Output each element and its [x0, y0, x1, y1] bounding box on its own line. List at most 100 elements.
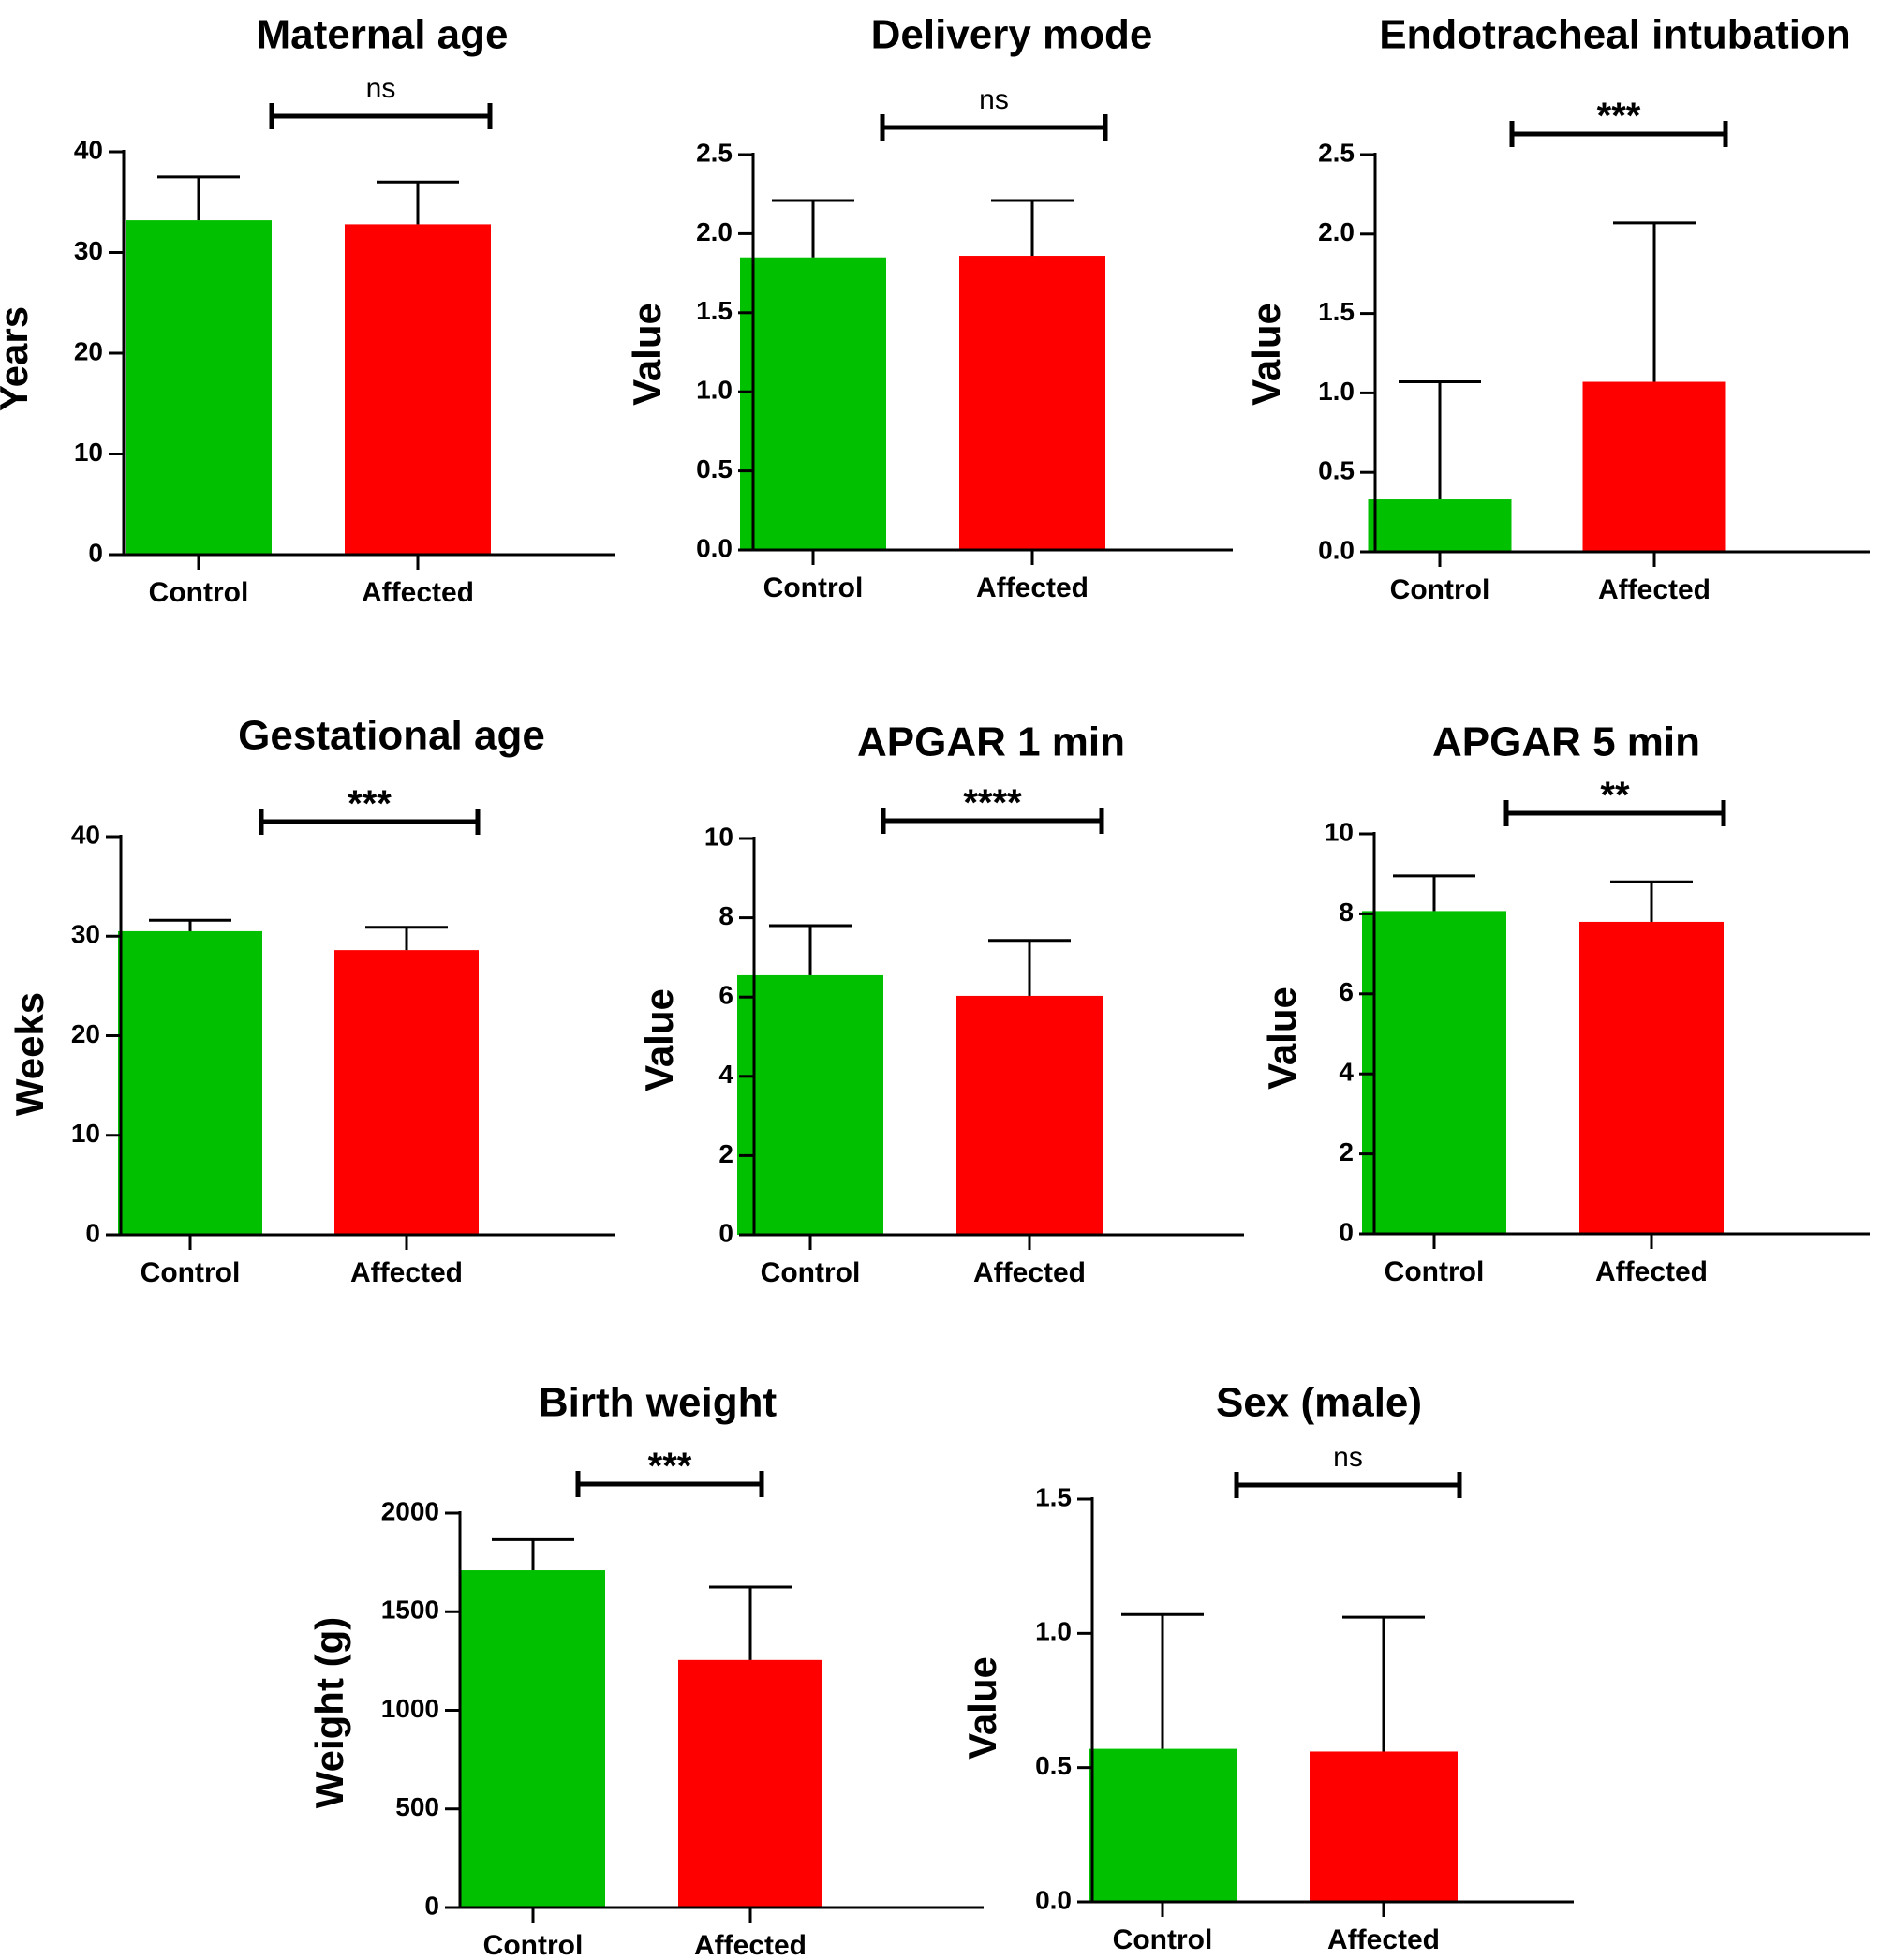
chart-panel-6: APGAR 5 min Value 0 2 4 6 8 10 Control Affected **	[1260, 720, 1870, 1287]
bar-control	[737, 974, 883, 1235]
x-tick-label-control: Control	[149, 577, 249, 608]
x-tick-label-control: Control	[483, 1930, 584, 1960]
y-tick-label: 0.0	[696, 533, 733, 562]
bar-affected	[959, 256, 1105, 550]
significance-label: ***	[648, 1446, 692, 1487]
y-tick-label: 0.0	[1318, 535, 1355, 564]
y-tick-label: 2.0	[1318, 217, 1355, 246]
bar-affected	[334, 950, 479, 1235]
y-axis-label: Value	[960, 1656, 1004, 1760]
bar-affected	[956, 995, 1103, 1235]
significance-label: **	[1600, 775, 1630, 816]
y-tick-label: 30	[71, 920, 100, 949]
bar-control	[1362, 911, 1506, 1234]
y-tick-label: 2.0	[696, 217, 733, 246]
y-tick-label: 0.0	[1035, 1885, 1072, 1914]
x-tick-label-affected: Affected	[976, 572, 1089, 603]
y-axis-label: Years	[0, 306, 36, 411]
x-tick-label-affected: Affected	[350, 1257, 463, 1288]
chart-title: Birth weight	[539, 1380, 778, 1426]
bar-affected	[1582, 381, 1726, 552]
y-tick-label: 0.5	[696, 454, 733, 483]
significance-label: ns	[366, 73, 396, 104]
chart-panel-8: Sex (male) Value 0.0 0.5 1.0 1.5 Control Affect…	[960, 1380, 1574, 1955]
y-tick-label: 0	[1339, 1217, 1354, 1246]
y-tick-label: 30	[74, 236, 103, 265]
chart-panel-7: Birth weight Weight (g) 0 500 1000 1500 2000 Co…	[307, 1380, 984, 1960]
bar-affected	[1579, 921, 1724, 1234]
y-tick-label: 2.5	[1318, 138, 1355, 167]
x-tick-label-control: Control	[1390, 574, 1490, 605]
chart-title: Gestational age	[238, 713, 545, 759]
y-axis-label: Value	[637, 988, 681, 1091]
y-tick-label: 6	[718, 981, 733, 1010]
y-tick-label: 20	[71, 1019, 100, 1048]
x-tick-label-control: Control	[1113, 1924, 1213, 1955]
chart-panel-4: Gestational age Weeks 0 10 20 30 40 Control Affe…	[7, 713, 615, 1288]
y-tick-label: 1000	[381, 1694, 439, 1723]
y-tick-label: 2	[1339, 1137, 1354, 1166]
y-tick-label: 0	[85, 1218, 100, 1247]
bar-control	[461, 1570, 605, 1908]
y-tick-label: 4	[1339, 1058, 1354, 1087]
chart-title: APGAR 5 min	[1432, 720, 1700, 765]
chart-title: Endotracheal intubation	[1379, 12, 1851, 58]
significance-label: ns	[1333, 1442, 1363, 1473]
x-tick-label-affected: Affected	[973, 1257, 1086, 1288]
y-tick-label: 2	[718, 1139, 733, 1168]
chart-panel-2: Delivery mode Value 0.0 0.5 1.0 1.5 2.0 2.5 Cont…	[625, 12, 1233, 603]
x-tick-label-affected: Affected	[694, 1930, 807, 1960]
y-tick-label: 10	[704, 822, 733, 851]
bar-control	[118, 930, 262, 1235]
y-tick-label: 8	[718, 901, 733, 930]
chart-title: Maternal age	[257, 12, 509, 58]
x-tick-label-affected: Affected	[362, 577, 474, 608]
chart-title: APGAR 1 min	[857, 720, 1125, 765]
y-tick-label: 20	[74, 336, 103, 365]
y-axis-label: Value	[625, 303, 669, 406]
bar-affected	[1310, 1751, 1458, 1902]
y-tick-label: 1.0	[696, 376, 733, 405]
bar-control	[126, 220, 272, 555]
y-tick-label: 1500	[381, 1596, 439, 1625]
y-tick-label: 10	[71, 1119, 100, 1148]
y-tick-label: 500	[395, 1792, 439, 1821]
bar-control	[1089, 1748, 1237, 1902]
bar-affected	[678, 1659, 822, 1908]
x-tick-label-affected: Affected	[1598, 574, 1711, 605]
y-tick-label: 1.0	[1318, 377, 1355, 406]
chart-panel-1: Maternal age Years 0 10 20 30 40 Control Affecte…	[0, 12, 615, 608]
y-tick-label: 4	[718, 1060, 733, 1089]
y-tick-label: 2.5	[696, 138, 733, 167]
x-tick-label-control: Control	[761, 1257, 861, 1288]
y-tick-label: 1.5	[696, 296, 733, 325]
y-tick-label: 6	[1339, 977, 1354, 1006]
y-tick-label: 40	[71, 820, 100, 849]
y-tick-label: 40	[74, 135, 103, 164]
y-axis-label: Weight (g)	[307, 1617, 351, 1809]
bar-control	[740, 257, 886, 550]
x-tick-label-control: Control	[141, 1257, 241, 1288]
significance-label: ***	[348, 783, 392, 824]
y-tick-label: 1.5	[1318, 297, 1355, 326]
significance-label: ***	[1597, 96, 1641, 137]
chart-title: Sex (male)	[1216, 1380, 1422, 1426]
significance-label: ****	[963, 782, 1022, 824]
x-tick-label-affected: Affected	[1327, 1924, 1440, 1955]
y-axis-label: Value	[1244, 303, 1288, 406]
y-tick-label: 0	[88, 538, 103, 567]
y-tick-label: 1.0	[1035, 1617, 1072, 1646]
y-tick-label: 0.5	[1318, 456, 1355, 485]
y-tick-label: 10	[74, 438, 103, 467]
chart-panel-5: APGAR 1 min Value 0 2 4 6 8 10 Control Affected **…	[637, 720, 1244, 1288]
y-tick-label: 10	[1325, 817, 1354, 846]
y-tick-label: 0	[424, 1891, 439, 1920]
significance-label: ns	[979, 84, 1009, 115]
x-tick-label-control: Control	[763, 572, 864, 603]
chart-title: Delivery mode	[871, 12, 1153, 58]
y-tick-label: 1.5	[1035, 1482, 1072, 1511]
y-axis-label: Weeks	[7, 992, 52, 1116]
y-tick-label: 2000	[381, 1496, 439, 1525]
bar-control	[1368, 499, 1512, 552]
